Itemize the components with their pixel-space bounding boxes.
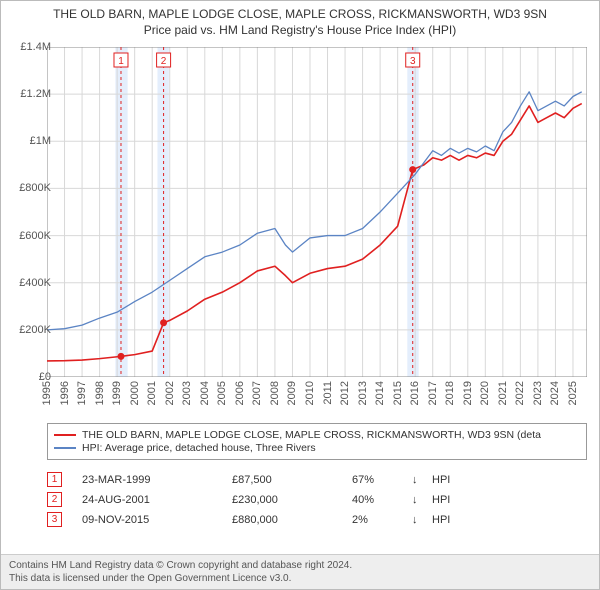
x-tick-label: 1996	[59, 381, 71, 405]
marker-price: £880,000	[232, 514, 352, 526]
marker-row: 2 24-AUG-2001£230,00040%↓HPI	[47, 492, 587, 507]
x-tick-label: 1995	[41, 381, 53, 405]
down-arrow-icon: ↓	[412, 514, 432, 526]
chart-container: THE OLD BARN, MAPLE LODGE CLOSE, MAPLE C…	[0, 0, 600, 590]
x-tick-label: 2024	[549, 381, 561, 405]
marker-pct: 2%	[352, 514, 412, 526]
marker-row: 1 23-MAR-1999£87,50067%↓HPI	[47, 472, 587, 487]
x-tick-label: 2020	[479, 381, 491, 405]
y-tick-label: £600K	[7, 230, 51, 242]
legend-swatch	[54, 434, 76, 436]
x-tick-label: 2022	[514, 381, 526, 405]
down-arrow-icon: ↓	[412, 494, 432, 506]
x-tick-label: 2013	[357, 381, 369, 405]
footer-line1: Contains HM Land Registry data © Crown c…	[9, 559, 591, 572]
x-tick-label: 1999	[111, 381, 123, 405]
line-chart: 1 2 3	[47, 47, 587, 377]
down-arrow-icon: ↓	[412, 474, 432, 486]
footer: Contains HM Land Registry data © Crown c…	[1, 554, 599, 589]
legend-label: THE OLD BARN, MAPLE LODGE CLOSE, MAPLE C…	[82, 429, 541, 441]
x-tick-label: 2023	[532, 381, 544, 405]
marker-date: 09-NOV-2015	[82, 514, 232, 526]
marker-date: 24-AUG-2001	[82, 494, 232, 506]
x-tick-label: 2002	[164, 381, 176, 405]
y-tick-label: £1M	[7, 135, 51, 147]
legend-swatch	[54, 447, 76, 449]
marker-badge: 3	[47, 512, 62, 527]
marker-pct: 40%	[352, 494, 412, 506]
marker-tag: HPI	[432, 474, 472, 486]
x-tick-label: 2017	[427, 381, 439, 405]
legend: THE OLD BARN, MAPLE LODGE CLOSE, MAPLE C…	[47, 423, 587, 460]
marker-price: £87,500	[232, 474, 352, 486]
x-tick-label: 2008	[269, 381, 281, 405]
footer-line2: This data is licensed under the Open Gov…	[9, 572, 591, 585]
x-tick-label: 1997	[76, 381, 88, 405]
x-tick-label: 2006	[234, 381, 246, 405]
x-tick-label: 2001	[146, 381, 158, 405]
x-tick-label: 2011	[322, 381, 334, 405]
marker-row: 3 09-NOV-2015£880,0002%↓HPI	[47, 512, 587, 527]
x-tick-label: 2025	[567, 381, 579, 405]
x-tick-label: 2021	[497, 381, 509, 405]
legend-label: HPI: Average price, detached house, Thre…	[82, 442, 316, 454]
title-subtitle: Price paid vs. HM Land Registry's House …	[9, 23, 591, 37]
svg-text:2: 2	[161, 56, 167, 67]
y-tick-label: £800K	[7, 182, 51, 194]
y-tick-label: £1.4M	[7, 41, 51, 53]
x-tick-label: 2012	[339, 381, 351, 405]
x-tick-label: 2014	[374, 381, 386, 405]
marker-price: £230,000	[232, 494, 352, 506]
x-tick-label: 1998	[94, 381, 106, 405]
y-tick-label: £1.2M	[7, 88, 51, 100]
x-tick-label: 2005	[216, 381, 228, 405]
marker-badge: 1	[47, 472, 62, 487]
x-tick-label: 2004	[199, 381, 211, 405]
svg-text:1: 1	[118, 56, 124, 67]
x-tick-label: 2009	[286, 381, 298, 405]
legend-item: THE OLD BARN, MAPLE LODGE CLOSE, MAPLE C…	[54, 429, 580, 441]
marker-tag: HPI	[432, 494, 472, 506]
x-tick-label: 2018	[444, 381, 456, 405]
title-address: THE OLD BARN, MAPLE LODGE CLOSE, MAPLE C…	[9, 7, 591, 21]
title-block: THE OLD BARN, MAPLE LODGE CLOSE, MAPLE C…	[1, 1, 599, 39]
y-tick-label: £200K	[7, 324, 51, 336]
marker-badge: 2	[47, 492, 62, 507]
x-tick-label: 2016	[409, 381, 421, 405]
marker-pct: 67%	[352, 474, 412, 486]
svg-text:3: 3	[410, 56, 416, 67]
x-tick-label: 2019	[462, 381, 474, 405]
marker-date: 23-MAR-1999	[82, 474, 232, 486]
marker-table: 123-MAR-1999£87,50067%↓HPI224-AUG-2001£2…	[47, 467, 587, 532]
x-tick-label: 2007	[251, 381, 263, 405]
x-tick-label: 2000	[129, 381, 141, 405]
x-tick-label: 2015	[392, 381, 404, 405]
marker-tag: HPI	[432, 514, 472, 526]
x-tick-label: 2010	[304, 381, 316, 405]
legend-item: HPI: Average price, detached house, Thre…	[54, 442, 580, 454]
x-tick-label: 2003	[181, 381, 193, 405]
y-tick-label: £400K	[7, 277, 51, 289]
